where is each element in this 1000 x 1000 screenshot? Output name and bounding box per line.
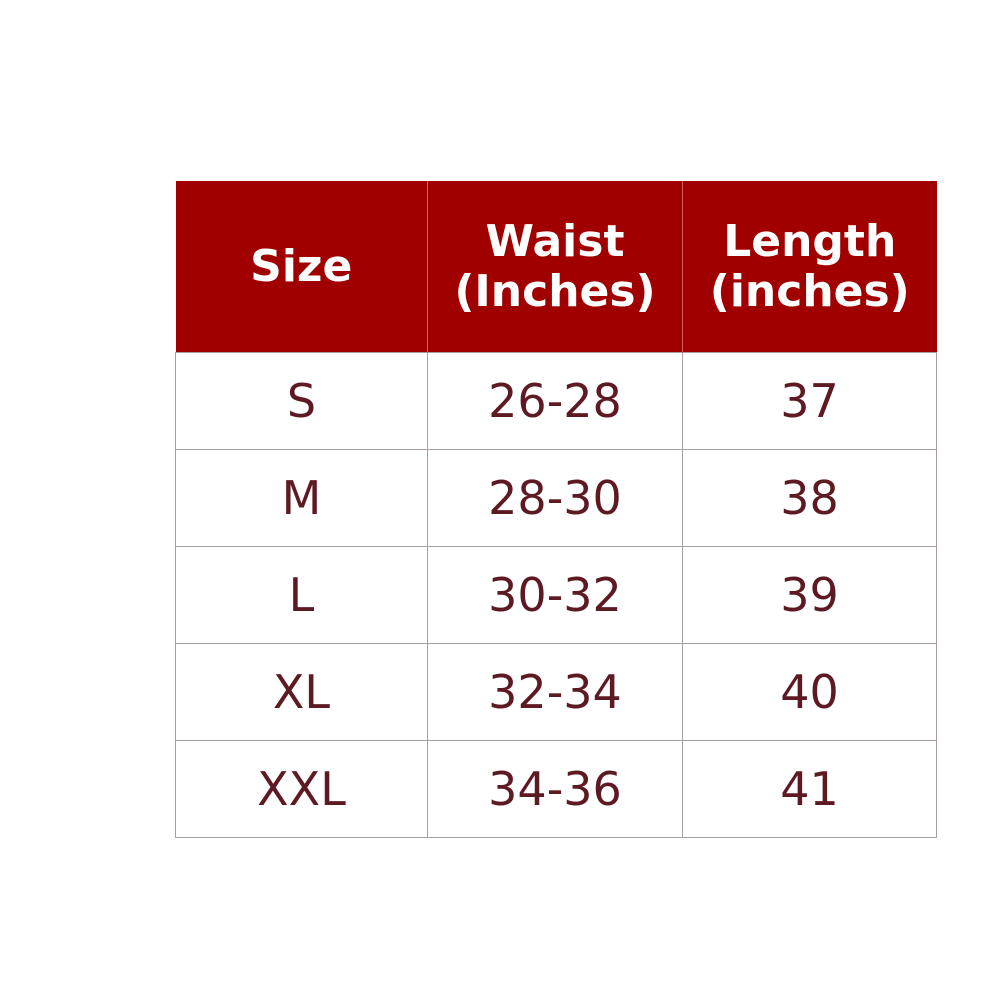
header-text: Waist [485,215,625,267]
header-text: Size [250,240,353,292]
size-chart-table: Size Waist (Inches) Length (inches) S 26-28… [175,181,937,838]
waist-cell: 30-32 [427,546,683,644]
header-waist: Waist (Inches) [427,181,683,353]
table-row: XL 32-34 40 [175,643,937,741]
header-row: Size Waist (Inches) Length (inches) [175,181,937,353]
table-row: M 28-30 38 [175,449,937,547]
waist-cell: 26-28 [427,352,683,450]
size-cell: XL [175,643,428,741]
length-cell: 41 [682,740,937,838]
waist-cell: 28-30 [427,449,683,547]
header-text: Length [723,215,897,267]
length-cell: 38 [682,449,937,547]
length-cell: 40 [682,643,937,741]
waist-cell: 34-36 [427,740,683,838]
table-row: XXL 34-36 41 [175,740,937,838]
table-row: L 30-32 39 [175,546,937,644]
table-row: S 26-28 37 [175,352,937,450]
size-cell: L [175,546,428,644]
size-cell: S [175,352,428,450]
header-unit: (inches) [709,265,910,317]
header-length: Length (inches) [682,181,937,353]
waist-cell: 32-34 [427,643,683,741]
size-cell: M [175,449,428,547]
length-cell: 37 [682,352,937,450]
header-unit: (Inches) [454,265,656,317]
size-cell: XXL [175,740,428,838]
length-cell: 39 [682,546,937,644]
header-size: Size [175,181,428,353]
